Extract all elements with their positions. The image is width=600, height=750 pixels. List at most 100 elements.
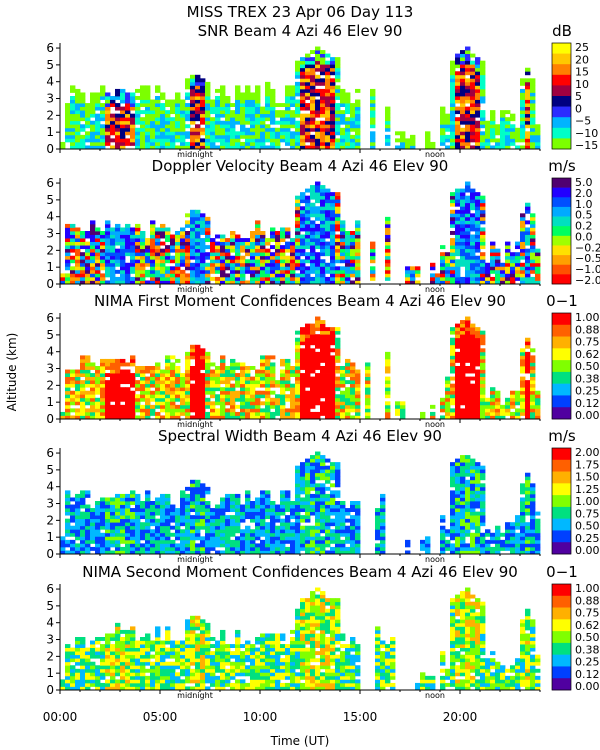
heatmap-cell: [280, 518, 286, 523]
heatmap-cell: [370, 88, 376, 93]
heatmap-cell: [65, 255, 71, 260]
heatmap-cell: [155, 390, 161, 395]
heatmap-cell: [135, 539, 141, 544]
heatmap-cell: [465, 131, 471, 136]
heatmap-cell: [320, 390, 326, 395]
heatmap-cell: [220, 120, 226, 125]
heatmap-cell: [405, 276, 411, 281]
heatmap-cell: [95, 539, 101, 544]
heatmap-cell: [100, 501, 106, 505]
heatmap-cell: [480, 231, 486, 235]
heatmap-cell: [100, 138, 106, 143]
heatmap-cell: [145, 238, 151, 242]
heatmap-cell: [130, 269, 136, 274]
heatmap-cell: [465, 81, 471, 86]
heatmap-cell: [335, 117, 341, 122]
heatmap-cell: [280, 504, 286, 509]
heatmap-cell: [135, 493, 141, 498]
heatmap-cell: [175, 550, 181, 555]
heatmap-cell: [480, 145, 486, 150]
heatmap-cell: [290, 99, 296, 104]
heatmap-cell: [85, 380, 91, 385]
heatmap-cell: [260, 369, 266, 374]
heatmap-cell: [160, 550, 166, 555]
heatmap-cell: [185, 124, 191, 129]
heatmap-cell: [355, 404, 361, 409]
heatmap-cell: [450, 351, 456, 356]
heatmap-cell: [320, 92, 326, 97]
heatmap-cell: [255, 508, 261, 512]
heatmap-cell: [305, 536, 311, 541]
y-tick-label: 4: [46, 345, 54, 359]
heatmap-cell: [145, 408, 151, 413]
heatmap-cell: [345, 415, 351, 420]
heatmap-cell: [95, 117, 101, 122]
heatmap-cell: [310, 380, 316, 385]
heatmap-cell: [225, 124, 231, 129]
heatmap-cell: [180, 383, 186, 388]
heatmap-cell: [475, 206, 481, 211]
heatmap-cell: [140, 508, 146, 512]
heatmap-cell: [495, 131, 501, 136]
heatmap-cell: [495, 397, 501, 402]
heatmap-cell: [275, 508, 281, 512]
heatmap-cell: [460, 127, 466, 132]
heatmap-cell: [145, 273, 151, 278]
heatmap-cell: [240, 259, 246, 264]
heatmap-cell: [235, 103, 241, 107]
heatmap-cell: [530, 106, 536, 111]
heatmap-cell: [465, 355, 471, 360]
heatmap-cell: [120, 280, 126, 285]
heatmap-cell: [225, 525, 231, 530]
heatmap-cell: [475, 195, 481, 200]
heatmap-cell: [450, 376, 456, 381]
heatmap-cell: [520, 238, 526, 242]
heatmap-cell: [325, 362, 331, 367]
heatmap-cell: [260, 539, 266, 544]
heatmap-cell: [195, 141, 201, 146]
heatmap-cell: [470, 248, 476, 253]
heatmap-cell: [330, 88, 336, 93]
heatmap-cell: [270, 245, 276, 250]
heatmap-cell: [335, 223, 341, 228]
heatmap-cell: [460, 330, 466, 335]
heatmap-cell: [145, 138, 151, 143]
heatmap-cell: [405, 266, 411, 271]
heatmap-cell: [170, 280, 176, 285]
heatmap-cell: [460, 259, 466, 264]
heatmap-cell: [525, 99, 531, 104]
heatmap-cell: [245, 85, 251, 90]
heatmap-cell: [195, 497, 201, 502]
heatmap-cell: [270, 362, 276, 367]
heatmap-cell: [455, 376, 461, 381]
heatmap-cell: [240, 273, 246, 278]
heatmap-cell: [530, 369, 536, 374]
heatmap-cell: [195, 216, 201, 221]
heatmap-cell: [255, 113, 261, 118]
heatmap-cell: [235, 85, 241, 90]
heatmap-cell: [455, 134, 461, 139]
heatmap-cell: [330, 120, 336, 125]
heatmap-cell: [245, 550, 251, 555]
heatmap-cell: [215, 376, 221, 381]
heatmap-cell: [230, 383, 236, 388]
heatmap-cell: [275, 380, 281, 385]
heatmap-cell: [305, 131, 311, 136]
heatmap-cell: [215, 234, 221, 239]
heatmap-cell: [330, 408, 336, 413]
heatmap-cell: [85, 493, 91, 498]
heatmap-cell: [140, 88, 146, 93]
heatmap-cell: [195, 479, 201, 484]
heatmap-cell: [115, 231, 121, 235]
heatmap-cell: [480, 373, 486, 377]
heatmap-cell: [140, 238, 146, 242]
heatmap-cell: [475, 355, 481, 360]
heatmap-cell: [275, 546, 281, 551]
heatmap-cell: [200, 220, 206, 225]
heatmap-cell: [490, 394, 496, 399]
heatmap-cell: [450, 341, 456, 346]
heatmap-cell: [285, 117, 291, 122]
heatmap-cell: [90, 532, 96, 537]
heatmap-cell: [135, 131, 141, 136]
